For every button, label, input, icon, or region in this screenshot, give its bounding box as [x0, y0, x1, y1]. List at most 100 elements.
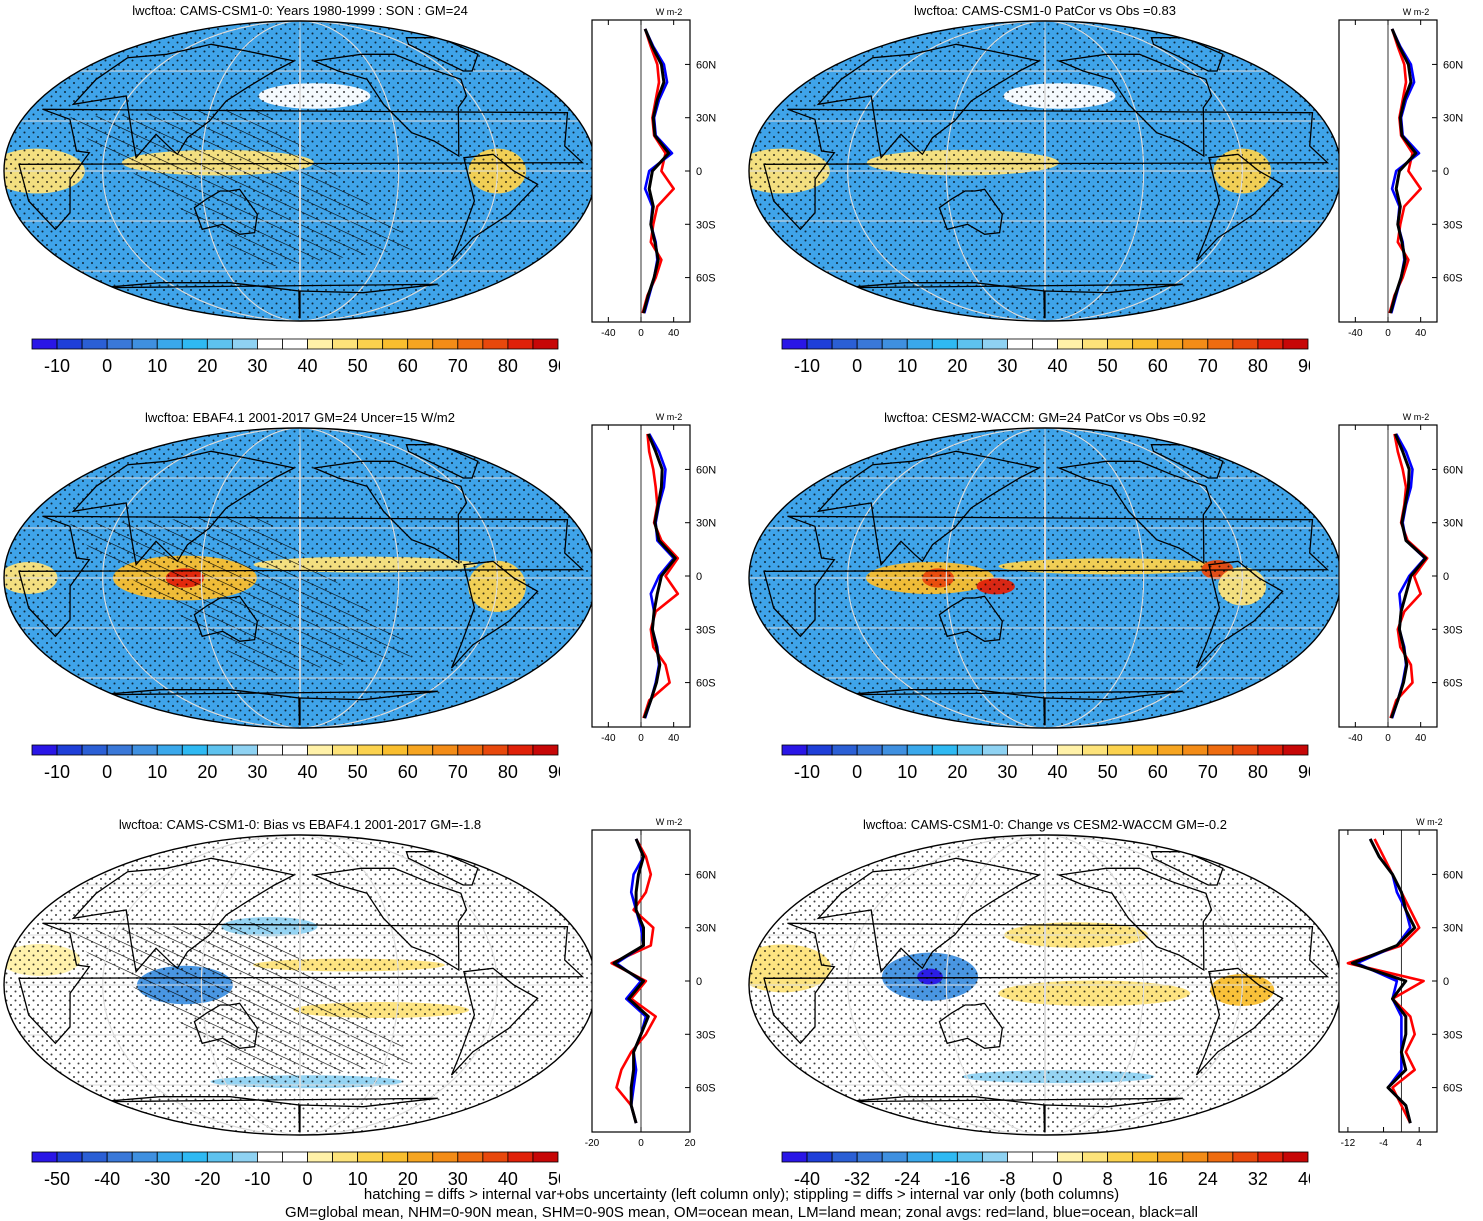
zonal-lat-tick-label: 0 [696, 166, 702, 178]
colorbar-swatch [806, 1151, 833, 1163]
zonal-lat-tick-label: 60S [696, 273, 716, 285]
colorbar-label: 30 [247, 762, 267, 782]
coastline-south-america [450, 560, 539, 669]
colorbar-label: -40 [794, 1169, 820, 1189]
colorbar-swatch [457, 744, 484, 756]
coastline-australia [938, 188, 1003, 235]
colorbar-label: 20 [398, 1169, 418, 1189]
colorbar-label: 60 [1148, 356, 1168, 376]
colorbar-label: 40 [298, 356, 318, 376]
colorbar-label: 80 [1248, 762, 1268, 782]
colorbar-label: 0 [102, 762, 112, 782]
colorbar-swatch [31, 1151, 58, 1163]
colorbar-swatch [931, 1151, 958, 1163]
coastline-eurasia [816, 450, 1042, 567]
panel-title-4: lwcftoa: CESM2-WACCM: GM=24 PatCor vs Ob… [884, 410, 1206, 425]
coastline-antarctica [99, 689, 438, 726]
colorbar-swatch [532, 744, 559, 756]
colorbar-swatch [1182, 338, 1209, 350]
colorbar-swatch [81, 338, 108, 350]
colorbar-label: 90 [548, 762, 560, 782]
panel-title-1: lwcftoa: CAMS-CSM1-0: Years 1980-1999 : … [132, 3, 468, 18]
colorbar-swatch [781, 744, 808, 756]
coastline-antarctica [844, 282, 1183, 319]
zonal-x-tick-label: 0 [638, 1138, 644, 1149]
colorbar-swatch [231, 1151, 258, 1163]
colorbar-swatch [332, 744, 359, 756]
colorbar-swatch [831, 1151, 858, 1163]
colorbar-swatch [781, 338, 808, 350]
colorbar-swatch [307, 1151, 333, 1163]
colorbar-label: 50 [348, 356, 368, 376]
coastline-north-america [311, 460, 468, 565]
colorbar-swatch [1107, 338, 1134, 350]
colorbar-swatch [1082, 338, 1109, 350]
colorbar-label: -32 [844, 1169, 870, 1189]
zonal-x-tick-label: 40 [1415, 733, 1427, 744]
zonal-mean-plot-2: W m-2 -40 0 40 60N 30N 0 30S 60S [1325, 0, 1475, 360]
colorbar-swatch [931, 338, 958, 350]
colorbar-label: 8 [1103, 1169, 1113, 1189]
colorbar-label: 0 [102, 356, 112, 376]
coastline-eurasia [816, 857, 1042, 974]
zonal-lat-tick-label: 60N [696, 59, 716, 71]
colorbar-swatch [532, 338, 559, 350]
colorbar-swatch [507, 338, 534, 350]
coastline-africa [18, 108, 585, 231]
zonal-x-tick-label: -20 [585, 1138, 600, 1149]
colorbar-swatch [1257, 1151, 1284, 1163]
colorbar-swatch [1282, 338, 1309, 350]
colorbar-2: -10 0 10 20 30 40 50 60 70 80 90 [780, 338, 1310, 380]
colorbar-swatch [357, 1151, 384, 1163]
colorbar-label: -30 [144, 1169, 170, 1189]
zonal-lat-tick-label: 0 [1443, 976, 1449, 988]
coastline-south-america [450, 153, 539, 262]
zonal-lat-tick-label: 30S [696, 624, 716, 636]
zonal-x-tick-label: -40 [601, 733, 616, 744]
panel-title-2: lwcftoa: CAMS-CSM1-0 PatCor vs Obs =0.83 [914, 3, 1176, 18]
colorbar-swatch [1282, 744, 1309, 756]
colorbar-label: -40 [94, 1169, 120, 1189]
colorbar-swatch [831, 744, 858, 756]
zonal-line-all [642, 28, 671, 314]
coastline-eurasia [71, 450, 297, 567]
colorbar-6: -40 -32 -24 -16 -8 0 8 16 24 32 40 [780, 1151, 1310, 1193]
colorbar-label: 0 [1053, 1169, 1063, 1189]
colorbar-swatch [956, 744, 983, 756]
zonal-lat-tick-label: 60S [696, 1083, 716, 1095]
colorbar-label: 20 [197, 762, 217, 782]
colorbar-label: 60 [398, 762, 418, 782]
coastline-eurasia [71, 857, 297, 974]
zonal-lat-tick-label: 60S [696, 678, 716, 690]
zonal-x-tick-label: -4 [1379, 1138, 1388, 1149]
colorbar-swatch [1232, 1151, 1259, 1163]
zonal-line-all [612, 838, 650, 1124]
zonal-lat-tick-label: 30S [1443, 624, 1463, 636]
zonal-lat-tick-label: 30S [696, 1029, 716, 1041]
zonal-lat-tick-label: 30N [1443, 113, 1463, 125]
colorbar-4: -10 0 10 20 30 40 50 60 70 80 90 [780, 744, 1310, 786]
colorbar-label: 70 [1198, 356, 1218, 376]
footer-caption-line1: hatching = diffs > internal var+obs unce… [363, 1186, 1120, 1203]
colorbar-swatch [1057, 1151, 1083, 1163]
colorbar-swatch [432, 744, 459, 756]
coastline-south-america [1195, 153, 1284, 262]
colorbar-swatch [1007, 1151, 1033, 1163]
colorbar-label: 70 [1198, 762, 1218, 782]
zonal-lat-tick-label: 60S [1443, 678, 1463, 690]
colorbar-swatch [282, 1151, 308, 1163]
coastline-australia [938, 595, 1003, 642]
colorbar-label: 70 [448, 356, 468, 376]
colorbar-label: 80 [498, 762, 518, 782]
colorbar-swatch [1207, 338, 1234, 350]
zonal-unit-label: W m-2 [1403, 412, 1430, 422]
colorbar-swatch [956, 1151, 983, 1163]
colorbar-label: 32 [1248, 1169, 1268, 1189]
coastline-south-america [1195, 967, 1284, 1076]
zonal-line-land [610, 838, 657, 1124]
colorbar-swatch [482, 744, 509, 756]
colorbar-swatch [906, 744, 933, 756]
colorbar-swatch [1207, 1151, 1234, 1163]
colorbar-swatch [357, 744, 384, 756]
colorbar-swatch [507, 1151, 534, 1163]
